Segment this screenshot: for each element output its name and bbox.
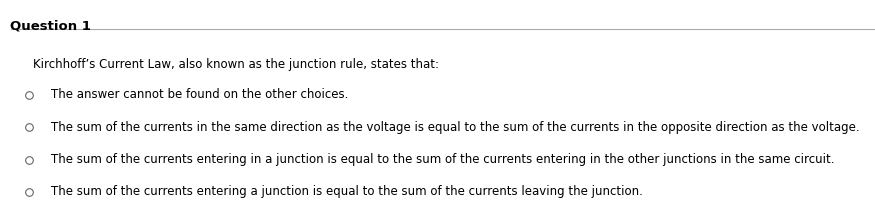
Text: The answer cannot be found on the other choices.: The answer cannot be found on the other … <box>51 88 348 101</box>
Text: Kirchhoff’s Current Law, also known as the junction rule, states that:: Kirchhoff’s Current Law, also known as t… <box>33 58 439 71</box>
Text: The sum of the currents entering in a junction is equal to the sum of the curren: The sum of the currents entering in a ju… <box>51 153 834 166</box>
Text: Question 1: Question 1 <box>10 19 91 32</box>
Text: The sum of the currents in the same direction as the voltage is equal to the sum: The sum of the currents in the same dire… <box>51 121 859 134</box>
Text: The sum of the currents entering a junction is equal to the sum of the currents : The sum of the currents entering a junct… <box>51 185 642 199</box>
